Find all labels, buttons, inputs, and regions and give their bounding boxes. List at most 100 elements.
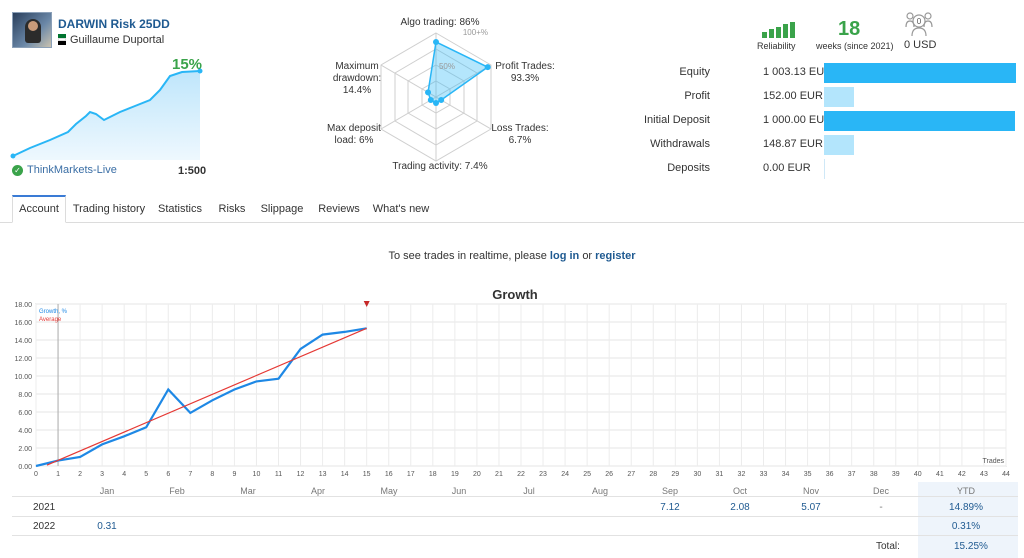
financial-value: 148.87 EUR [763,138,823,150]
total-label: Total: [876,541,900,552]
financial-row: Profit 152.00 EUR [670,87,1010,107]
growth-chart: 0.00 2.00 4.00 6.00 8.00 10.00 12.00 14.00 16.00… [14,301,1010,478]
y-tick-label: 16.00 [14,320,32,327]
realtime-notice: To see trades in realtime, please log in… [0,250,1024,262]
chart-title: Growth [492,287,538,302]
broker-info[interactable]: ✓ ThinkMarkets-Live [12,164,117,176]
radar-point [425,89,432,96]
broker-name[interactable]: ThinkMarkets-Live [27,164,117,176]
x-tick-label: 37 [848,471,856,478]
financial-row: Withdrawals 148.87 EUR [650,135,1010,155]
x-tick-label: 21 [495,471,503,478]
tab-reviews[interactable]: Reviews [318,203,360,215]
login-link[interactable]: log in [549,250,580,262]
average-point [365,327,367,329]
growth-point [321,333,323,335]
financial-row: Equity 1 003.13 EUR [670,63,1016,83]
tab-whats-new[interactable]: What's new [372,203,430,215]
x-tick-label: 32 [738,471,746,478]
radar-chart [380,32,492,162]
radar-label-max-drawdown-value: 14.4% [342,85,372,96]
reliability-bars-icon [762,22,795,38]
financial-bar [824,111,1016,131]
leverage: 1:500 [178,165,207,177]
account-name[interactable]: DARWIN Risk 25DD [58,17,170,31]
x-tick-label: 12 [297,471,305,478]
financial-bar [824,159,825,179]
month-return: 2.08 [730,502,750,513]
x-tick-label: 2 [78,471,82,478]
month-header: Aug [591,486,609,496]
x-tick-label: 19 [451,471,459,478]
radar-point [438,97,445,103]
x-tick-label: 0 [34,471,38,478]
tab-trading-history[interactable]: Trading history [72,203,146,215]
weeks-count: 18 [838,18,861,40]
month-return: 0.31 [97,521,117,532]
weeks-label: weeks (since 2021) [816,41,894,51]
mini-growth-area [13,71,200,160]
y-tick-label: 10.00 [14,374,32,381]
radar-point [427,97,434,103]
x-tick-label: 29 [671,471,679,478]
x-tick-label: 13 [319,471,327,478]
mini-growth-line [12,70,201,157]
account-avatar[interactable] [12,12,52,48]
tab-statistics[interactable]: Statistics [157,203,202,215]
month-header: May [380,486,398,496]
x-tick-label: 5 [144,471,148,478]
register-link[interactable]: register [595,250,636,262]
x-tick-label: 20 [473,471,481,478]
x-tick-label: 25 [583,471,591,478]
y-tick-label: 14.00 [14,338,32,345]
x-tick-label: 42 [958,471,966,478]
x-tick-label: 9 [232,471,236,478]
tab-risks[interactable]: Risks [218,203,246,215]
tab-account[interactable]: Account [12,195,66,223]
tab-bar [0,195,1024,223]
x-tick-label: 26 [605,471,613,478]
month-header: Jul [523,486,535,496]
radar-label-max-drawdown-title-2: drawdown: [332,73,382,84]
x-tick-label: 4 [122,471,126,478]
financial-row: Deposits 0.00 EUR [667,159,1010,179]
month-header: Apr [310,486,326,496]
radar-label-profit-trades-value: 93.3% [510,73,540,84]
month-header: Mar [240,486,256,496]
radar-value-points [425,38,491,106]
financial-label: Deposits [667,162,710,174]
y-tick-label: 4.00 [18,428,32,435]
x-tick-label: 10 [253,471,261,478]
growth-point [233,388,235,390]
y-tick-label: 2.00 [18,446,32,453]
growth-point [255,380,257,382]
growth-point [343,331,345,333]
reliability-label: Reliability [757,41,796,51]
growth-point [167,388,169,390]
tab-slippage[interactable]: Slippage [260,203,304,215]
financial-value: 1 000.00 EUR [763,114,833,126]
growth-point [211,399,213,401]
x-tick-label: 44 [1002,471,1010,478]
growth-point [189,412,191,414]
account-owner[interactable]: Guillaume Duportal [70,34,165,46]
x-tick-label: 15 [363,471,371,478]
month-return: - [879,502,883,513]
y-tick-label: 18.00 [14,302,32,309]
x-tick-label: 3 [100,471,104,478]
x-tick-label: 7 [188,471,192,478]
radar-label-profit-trades: Profit Trades: 93.3% [490,61,560,85]
radar-ring-50: 50% [438,62,455,71]
current-marker-icon [363,301,370,307]
x-tick-label: 41 [936,471,944,478]
x-tick-label: 14 [341,471,349,478]
year-label: 2022 [33,521,56,532]
radar-ring-100: 100+% [462,28,488,37]
month-header: Feb [169,486,185,496]
ytd-header: YTD [957,486,975,496]
mini-growth-chart [10,68,203,160]
x-tick-label: 33 [760,471,768,478]
radar-label-profit-trades-title: Profit Trades: [495,61,555,72]
legend-average: Average [39,317,62,323]
x-tick-label: 36 [826,471,834,478]
